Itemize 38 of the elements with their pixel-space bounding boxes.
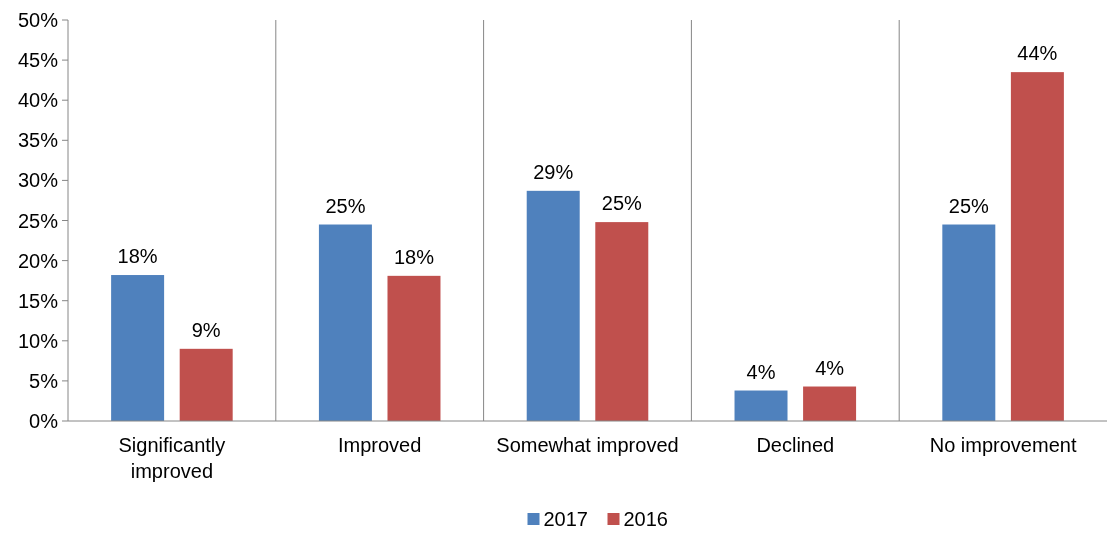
legend-label: 2016 <box>623 508 668 530</box>
y-tick-label: 45% <box>17 49 59 72</box>
data-label: 4% <box>815 356 845 379</box>
y-tick-label: 50% <box>17 9 59 31</box>
bar <box>318 224 372 421</box>
y-tick-label: 35% <box>17 129 59 152</box>
data-label: 18% <box>393 245 435 268</box>
bar <box>942 224 996 421</box>
data-label: 25% <box>601 192 643 215</box>
x-tick-label: Significantly improved <box>118 434 226 482</box>
y-tick-label: 25% <box>17 209 59 232</box>
bar <box>595 222 649 421</box>
x-tick-label: Declined <box>756 434 835 456</box>
y-tick-label: 0% <box>29 410 59 432</box>
y-tick-label: 5% <box>29 369 59 392</box>
data-label: 44% <box>1017 42 1058 65</box>
bar <box>526 190 580 421</box>
y-tick-label: 10% <box>17 329 59 352</box>
data-label: 29% <box>533 160 574 183</box>
bar <box>111 275 165 421</box>
x-tick-label: Improved <box>338 434 422 456</box>
y-tick-label: 40% <box>17 89 59 112</box>
x-tick-label: No improvement <box>929 434 1077 456</box>
y-tick-label: 15% <box>17 289 59 312</box>
bar <box>387 275 441 421</box>
bar <box>179 348 233 421</box>
data-label: 9% <box>191 318 221 341</box>
data-label: 18% <box>117 245 158 268</box>
bar <box>734 390 788 421</box>
x-tick-label: Somewhat improved <box>496 434 679 456</box>
data-label: 25% <box>948 194 990 217</box>
legend-label: 2017 <box>543 508 588 530</box>
y-tick-label: 30% <box>17 169 59 192</box>
bar <box>803 386 857 421</box>
data-label: 4% <box>746 360 776 383</box>
bar <box>1010 72 1064 421</box>
y-tick-label: 20% <box>17 249 59 272</box>
data-label: 25% <box>325 194 366 217</box>
